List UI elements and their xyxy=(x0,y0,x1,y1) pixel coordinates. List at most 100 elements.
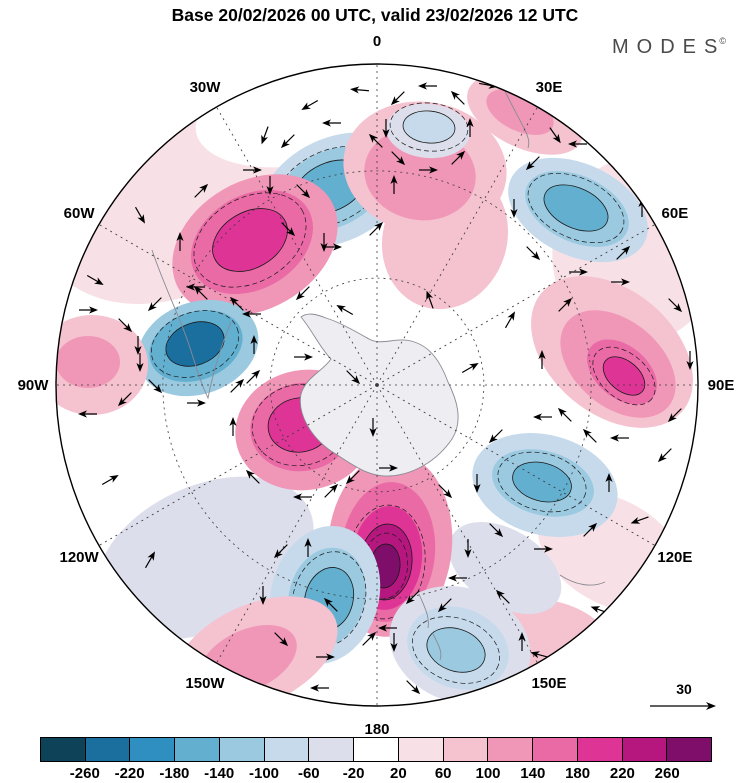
latitude-circle xyxy=(269,277,485,493)
colorbar-cell xyxy=(264,738,310,761)
wind-vector xyxy=(246,369,261,384)
colorbar xyxy=(40,737,712,762)
wind-vector xyxy=(510,199,518,218)
anomaly-blob xyxy=(512,461,572,503)
wind-vector xyxy=(79,306,98,314)
wind-vector xyxy=(406,680,421,695)
wind-vector xyxy=(668,298,683,313)
colorbar-labels: -260 -220 -180 -140 -100 -60 -20 20 60 100 140 180 2… xyxy=(40,765,712,782)
anomaly-contour xyxy=(497,451,587,513)
anomaly-contour xyxy=(389,102,469,152)
longitude-label: 90W xyxy=(18,377,50,394)
colorbar-tick: -60 xyxy=(297,765,320,782)
chart-title: Base 20/02/2026 00 UTC, valid 23/02/2026… xyxy=(171,5,579,25)
colorbar-cell xyxy=(577,738,623,761)
wind-vector xyxy=(117,392,132,407)
wind-vector xyxy=(630,516,649,524)
anomaly-blob xyxy=(402,110,456,144)
wind-vector xyxy=(245,469,260,484)
wind-vector xyxy=(667,408,682,423)
wind-vector xyxy=(657,448,672,463)
anomaly-contour xyxy=(193,192,307,288)
map-boundary-circle xyxy=(55,63,699,707)
longitude-label: 150W xyxy=(185,675,225,692)
australia-coast xyxy=(559,574,606,586)
wind-vector xyxy=(336,305,354,316)
wind-vector xyxy=(134,206,145,224)
anomaly-blob xyxy=(212,208,288,272)
new-zealand-coast xyxy=(418,593,442,661)
anomaly-fill-layer xyxy=(56,64,698,706)
longitude-label: 180 xyxy=(364,721,389,738)
anomaly-blob xyxy=(56,336,120,388)
wind-vector xyxy=(615,155,630,170)
anomaly-contour xyxy=(412,616,500,684)
anomaly-blob xyxy=(165,321,225,367)
wind-vector xyxy=(147,297,162,312)
wind-vector xyxy=(488,429,503,444)
wind-vector xyxy=(345,470,360,485)
wind-vector xyxy=(533,413,552,421)
colorbar-tick: -100 xyxy=(248,765,280,782)
longitude-label: 60E xyxy=(662,205,689,222)
wind-vector xyxy=(583,522,598,537)
colorbar-cell xyxy=(219,738,265,761)
wind-vector xyxy=(390,91,405,106)
anomaly-contour xyxy=(527,172,625,244)
wind-vector xyxy=(304,538,312,557)
wind-vector xyxy=(350,86,370,94)
wind-vector xyxy=(324,483,339,498)
wind-vector xyxy=(296,184,311,199)
wind-vector xyxy=(144,551,155,569)
longitude-label: 60W xyxy=(64,205,96,222)
wind-vector xyxy=(322,119,341,127)
wind-vector xyxy=(193,285,208,300)
wind-vector xyxy=(242,310,261,318)
antarctica-coast xyxy=(299,313,459,477)
wind-vector xyxy=(489,523,504,538)
wind-vector xyxy=(148,379,163,394)
wind-vector xyxy=(362,631,377,646)
anomaly-contour xyxy=(592,346,656,406)
wind-vector xyxy=(616,245,631,260)
colorbar-tick: -220 xyxy=(114,765,145,782)
wind-vector xyxy=(549,127,561,144)
wind-vector xyxy=(526,246,541,261)
wind-vector xyxy=(557,407,572,422)
anomaly-blob xyxy=(426,627,486,673)
colorbar-cell xyxy=(309,738,355,761)
longitude-label: 30E xyxy=(536,79,563,96)
colorbar-tick: -20 xyxy=(342,765,365,782)
wind-vector xyxy=(323,597,338,612)
wind-vector xyxy=(605,473,613,492)
wind-vector xyxy=(229,296,244,311)
colorbar-cell xyxy=(130,738,176,761)
colorbar-cell xyxy=(443,738,489,761)
wind-vector xyxy=(390,175,398,194)
latitude-circle xyxy=(162,170,592,600)
wind-vector xyxy=(611,278,630,286)
modes-logo: MODES© xyxy=(612,36,726,59)
wind-vector xyxy=(530,651,549,659)
colorbar-cell xyxy=(667,738,712,761)
wind-vector xyxy=(405,590,420,605)
colorbar-cell xyxy=(398,738,444,761)
longitude-label: 30W xyxy=(190,79,222,96)
colorbar-cell xyxy=(622,738,668,761)
wind-vector xyxy=(495,589,510,604)
coastline-layer xyxy=(151,76,606,661)
colorbar-cell xyxy=(175,738,220,761)
wind-vector xyxy=(280,134,295,149)
colorbar-tick: -180 xyxy=(159,765,190,782)
longitude-labels: 0 30E 60E 90E 120E 150E 180 150W 120W 90W 60W 30W xyxy=(18,33,735,738)
copyright-mark: © xyxy=(719,36,726,46)
colorbar-cell xyxy=(85,738,131,761)
wind-vector xyxy=(368,133,383,148)
wind-vector xyxy=(273,544,288,559)
wind-vector xyxy=(301,99,319,110)
wind-vector xyxy=(610,434,629,442)
wind-vector xyxy=(437,598,452,613)
wind-vector xyxy=(316,653,335,661)
